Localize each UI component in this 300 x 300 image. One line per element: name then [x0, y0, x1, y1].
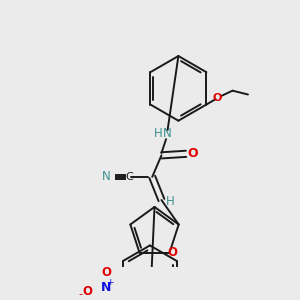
- Text: -: -: [79, 289, 83, 299]
- Text: N: N: [102, 170, 111, 183]
- Text: O: O: [212, 93, 222, 103]
- Text: N: N: [101, 281, 112, 294]
- Text: H: H: [166, 195, 175, 208]
- Text: O: O: [101, 266, 111, 279]
- Text: N: N: [163, 127, 172, 140]
- Text: C: C: [125, 172, 133, 182]
- Text: +: +: [106, 278, 114, 287]
- Text: H: H: [154, 127, 163, 140]
- Text: O: O: [187, 147, 198, 160]
- Text: O: O: [82, 285, 92, 298]
- Text: O: O: [167, 246, 178, 260]
